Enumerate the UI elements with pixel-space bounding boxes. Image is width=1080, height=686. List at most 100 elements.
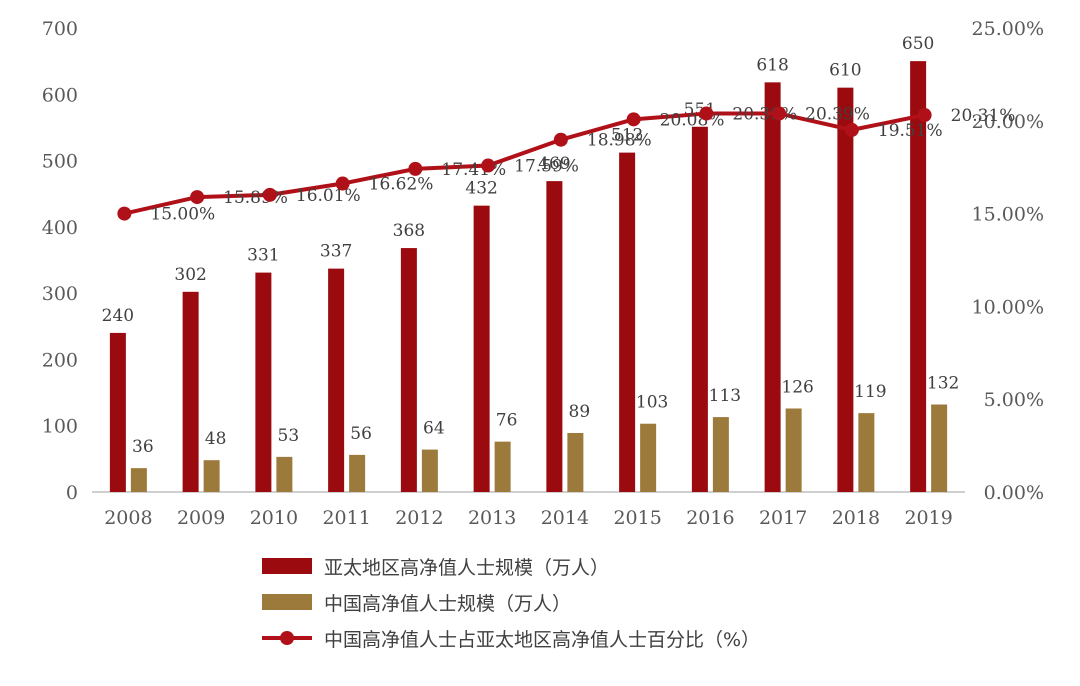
percentage-point — [408, 161, 423, 176]
right-tick-label: 25.00% — [972, 18, 1044, 40]
right-tick-label: 20.00% — [972, 111, 1044, 133]
percentage-point — [917, 108, 932, 123]
bar-china — [349, 454, 366, 492]
legend-swatch-china — [262, 594, 312, 610]
bar-china-label: 126 — [781, 377, 813, 397]
bar-asia — [109, 332, 126, 492]
percentage-label: 15.00% — [150, 205, 215, 225]
percentage-point — [699, 106, 714, 121]
percentage-point — [262, 187, 277, 202]
bar-asia-label: 650 — [902, 34, 934, 54]
percentage-label: 20.31% — [951, 106, 1016, 126]
bar-china — [785, 408, 802, 492]
left-tick-label: 0 — [66, 482, 78, 504]
bar-asia — [764, 82, 781, 493]
bar-asia — [837, 87, 854, 493]
left-tick-label: 100 — [42, 416, 78, 438]
x-tick-label: 2013 — [468, 507, 516, 529]
bar-asia-label: 337 — [320, 242, 352, 262]
percentage-point — [553, 132, 568, 147]
legend-label-china: 中国高净值人士规模（万人） — [324, 592, 572, 615]
legend: 亚太地区高净值人士规模（万人） 中国高净值人士规模（万人） 中国高净值人士占亚太… — [262, 548, 760, 656]
legend-marker-percentage — [262, 630, 312, 646]
legend-item-china: 中国高净值人士规模（万人） — [262, 584, 760, 620]
percentage-label: 20.39% — [805, 105, 870, 125]
bar-asia-label: 618 — [756, 55, 788, 75]
percentage-point — [190, 190, 205, 205]
legend-label-asia: 亚太地区高净值人士规模（万人） — [324, 556, 610, 579]
bar-china-label: 76 — [496, 411, 518, 431]
bar-asia — [182, 291, 199, 492]
bar-china — [276, 456, 293, 492]
bar-china-label: 56 — [350, 424, 372, 444]
percentage-label: 19.51% — [878, 121, 943, 141]
bar-asia — [400, 248, 417, 492]
right-tick-label: 5.00% — [984, 389, 1044, 411]
bar-china-label: 53 — [278, 426, 300, 446]
right-axis-ticks: 0.00% 5.00% 10.00% 15.00% 20.00% 25.00% — [972, 18, 1044, 504]
bar-asia-label: 302 — [174, 265, 206, 285]
bar-asia-label: 512 — [611, 126, 643, 146]
bar-asia-label: 368 — [393, 221, 425, 241]
left-tick-label: 200 — [42, 349, 78, 371]
right-tick-label: 0.00% — [984, 482, 1044, 504]
right-tick-label: 10.00% — [972, 296, 1044, 318]
right-tick-label: 15.00% — [972, 204, 1044, 226]
bar-asia-label: 610 — [829, 61, 861, 81]
bar-china — [712, 417, 729, 492]
percentage-label: 17.59% — [514, 157, 579, 177]
percentage-label: 17.41% — [441, 160, 506, 180]
x-tick-label: 2015 — [613, 507, 661, 529]
left-tick-label: 400 — [42, 217, 78, 239]
percentage-point — [117, 206, 132, 221]
bar-asia — [473, 205, 490, 492]
percentage-point — [335, 176, 350, 191]
bars — [109, 61, 948, 493]
x-tick-label: 2014 — [541, 507, 589, 529]
percentage-label: 16.01% — [296, 186, 361, 206]
percentage-point — [481, 158, 496, 173]
percentage-line: 15.00% 15.89% 16.01% 16.62% 17.41% 17.59% 18.9… — [117, 105, 1015, 225]
x-tick-label: 2016 — [686, 507, 734, 529]
bar-china-label: 64 — [423, 419, 445, 439]
bar-china — [858, 413, 875, 492]
bar-china-label: 132 — [927, 374, 959, 394]
bar-china-label: 89 — [569, 402, 591, 422]
percentage-point — [844, 122, 859, 137]
x-tick-label: 2017 — [759, 507, 807, 529]
percentage-label: 20.08% — [660, 110, 725, 130]
bar-china — [203, 460, 220, 492]
bar-china — [130, 468, 147, 492]
left-tick-label: 600 — [42, 84, 78, 106]
bar-asia-label: 432 — [465, 179, 497, 199]
percentage-label: 15.89% — [223, 188, 288, 208]
legend-item-asia: 亚太地区高净值人士规模（万人） — [262, 548, 760, 584]
x-tick-label: 2010 — [250, 507, 298, 529]
percentage-point — [772, 106, 787, 121]
percentage-label: 20.39% — [732, 105, 797, 125]
bar-asia — [910, 61, 927, 493]
bar-asia-label: 469 — [538, 154, 570, 174]
bar-china — [640, 423, 657, 492]
bar-china — [494, 441, 511, 492]
percentage-point — [626, 112, 641, 127]
legend-item-percentage: 中国高净值人士占亚太地区高净值人士百分比（%） — [262, 620, 760, 656]
bar-asia — [619, 152, 636, 493]
left-axis-ticks: 0 100 200 300 400 500 600 700 — [42, 18, 78, 504]
bar-china-label: 113 — [709, 386, 741, 406]
left-tick-label: 700 — [42, 18, 78, 40]
percentage-line-path — [123, 111, 926, 216]
bar-asia — [328, 268, 345, 492]
x-axis-ticks: 2008 2009 2010 2011 2012 2013 2014 2015 2016 2017… — [104, 507, 953, 529]
bar-china-label: 48 — [205, 429, 227, 449]
bar-asia — [691, 126, 708, 492]
x-tick-label: 2012 — [395, 507, 443, 529]
left-tick-label: 300 — [42, 283, 78, 305]
x-tick-label: 2008 — [104, 507, 152, 529]
legend-label-percentage: 中国高净值人士占亚太地区高净值人士百分比（%） — [324, 628, 761, 651]
bar-china-label: 103 — [636, 393, 668, 413]
bar-china — [421, 449, 438, 492]
x-tick-label: 2018 — [832, 507, 880, 529]
bar-asia — [546, 181, 563, 492]
bar-asia-label: 240 — [102, 306, 134, 326]
